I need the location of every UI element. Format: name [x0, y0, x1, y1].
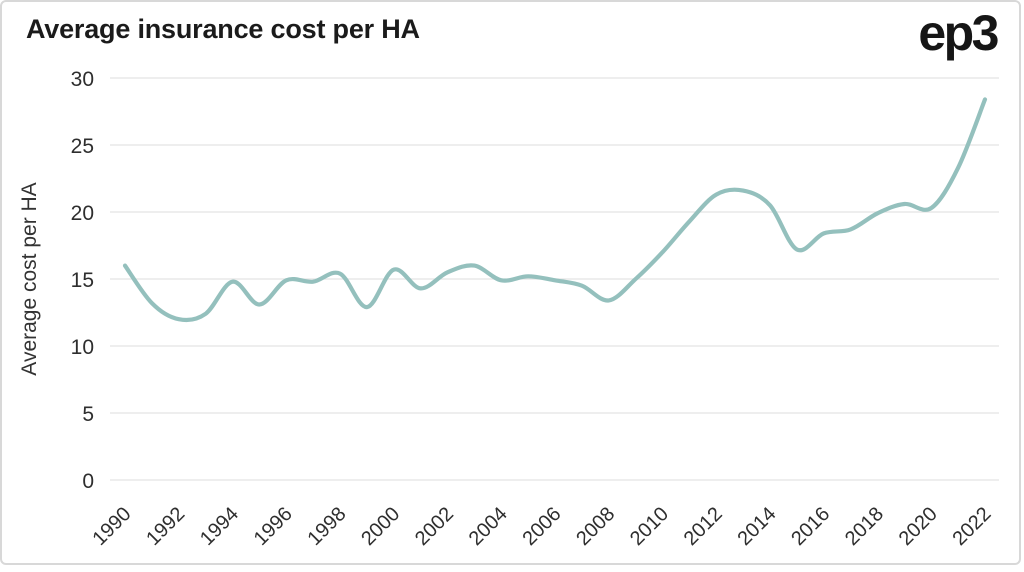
- x-tick-label-2018: 2018: [841, 503, 888, 550]
- x-tick-label-1998: 1998: [304, 503, 351, 550]
- x-tick-label-2010: 2010: [626, 503, 673, 550]
- y-tick-label-25: 25: [71, 135, 94, 158]
- x-tick-label-2014: 2014: [734, 503, 781, 550]
- y-tick-label-0: 0: [82, 470, 94, 493]
- x-tick-label-2004: 2004: [465, 503, 512, 550]
- cost-line: [122, 97, 988, 323]
- ep3-logo: ep3: [918, 5, 999, 61]
- x-tick-label-2020: 2020: [895, 503, 942, 550]
- x-tick-label-2000: 2000: [357, 503, 404, 550]
- y-axis-label: Average cost per HA: [18, 182, 41, 375]
- x-tick-label-2008: 2008: [572, 503, 619, 550]
- y-tick-label-5: 5: [82, 403, 94, 426]
- x-tick-label-1990: 1990: [89, 503, 136, 550]
- y-tick-label-15: 15: [71, 269, 94, 292]
- y-tick-label-20: 20: [71, 202, 94, 225]
- x-tick-label-2022: 2022: [949, 503, 996, 550]
- x-tick-label-1994: 1994: [196, 503, 243, 550]
- y-tick-label-30: 30: [71, 68, 94, 91]
- x-tick-label-1996: 1996: [250, 503, 297, 550]
- x-tick-label-1992: 1992: [142, 503, 189, 550]
- x-tick-label-2016: 2016: [787, 503, 834, 550]
- y-tick-label-10: 10: [71, 336, 94, 359]
- x-tick-label-2006: 2006: [519, 503, 566, 550]
- chart-title: Average insurance cost per HA: [26, 14, 420, 44]
- x-tick-label-2002: 2002: [411, 503, 458, 550]
- x-tick-label-2012: 2012: [680, 503, 727, 550]
